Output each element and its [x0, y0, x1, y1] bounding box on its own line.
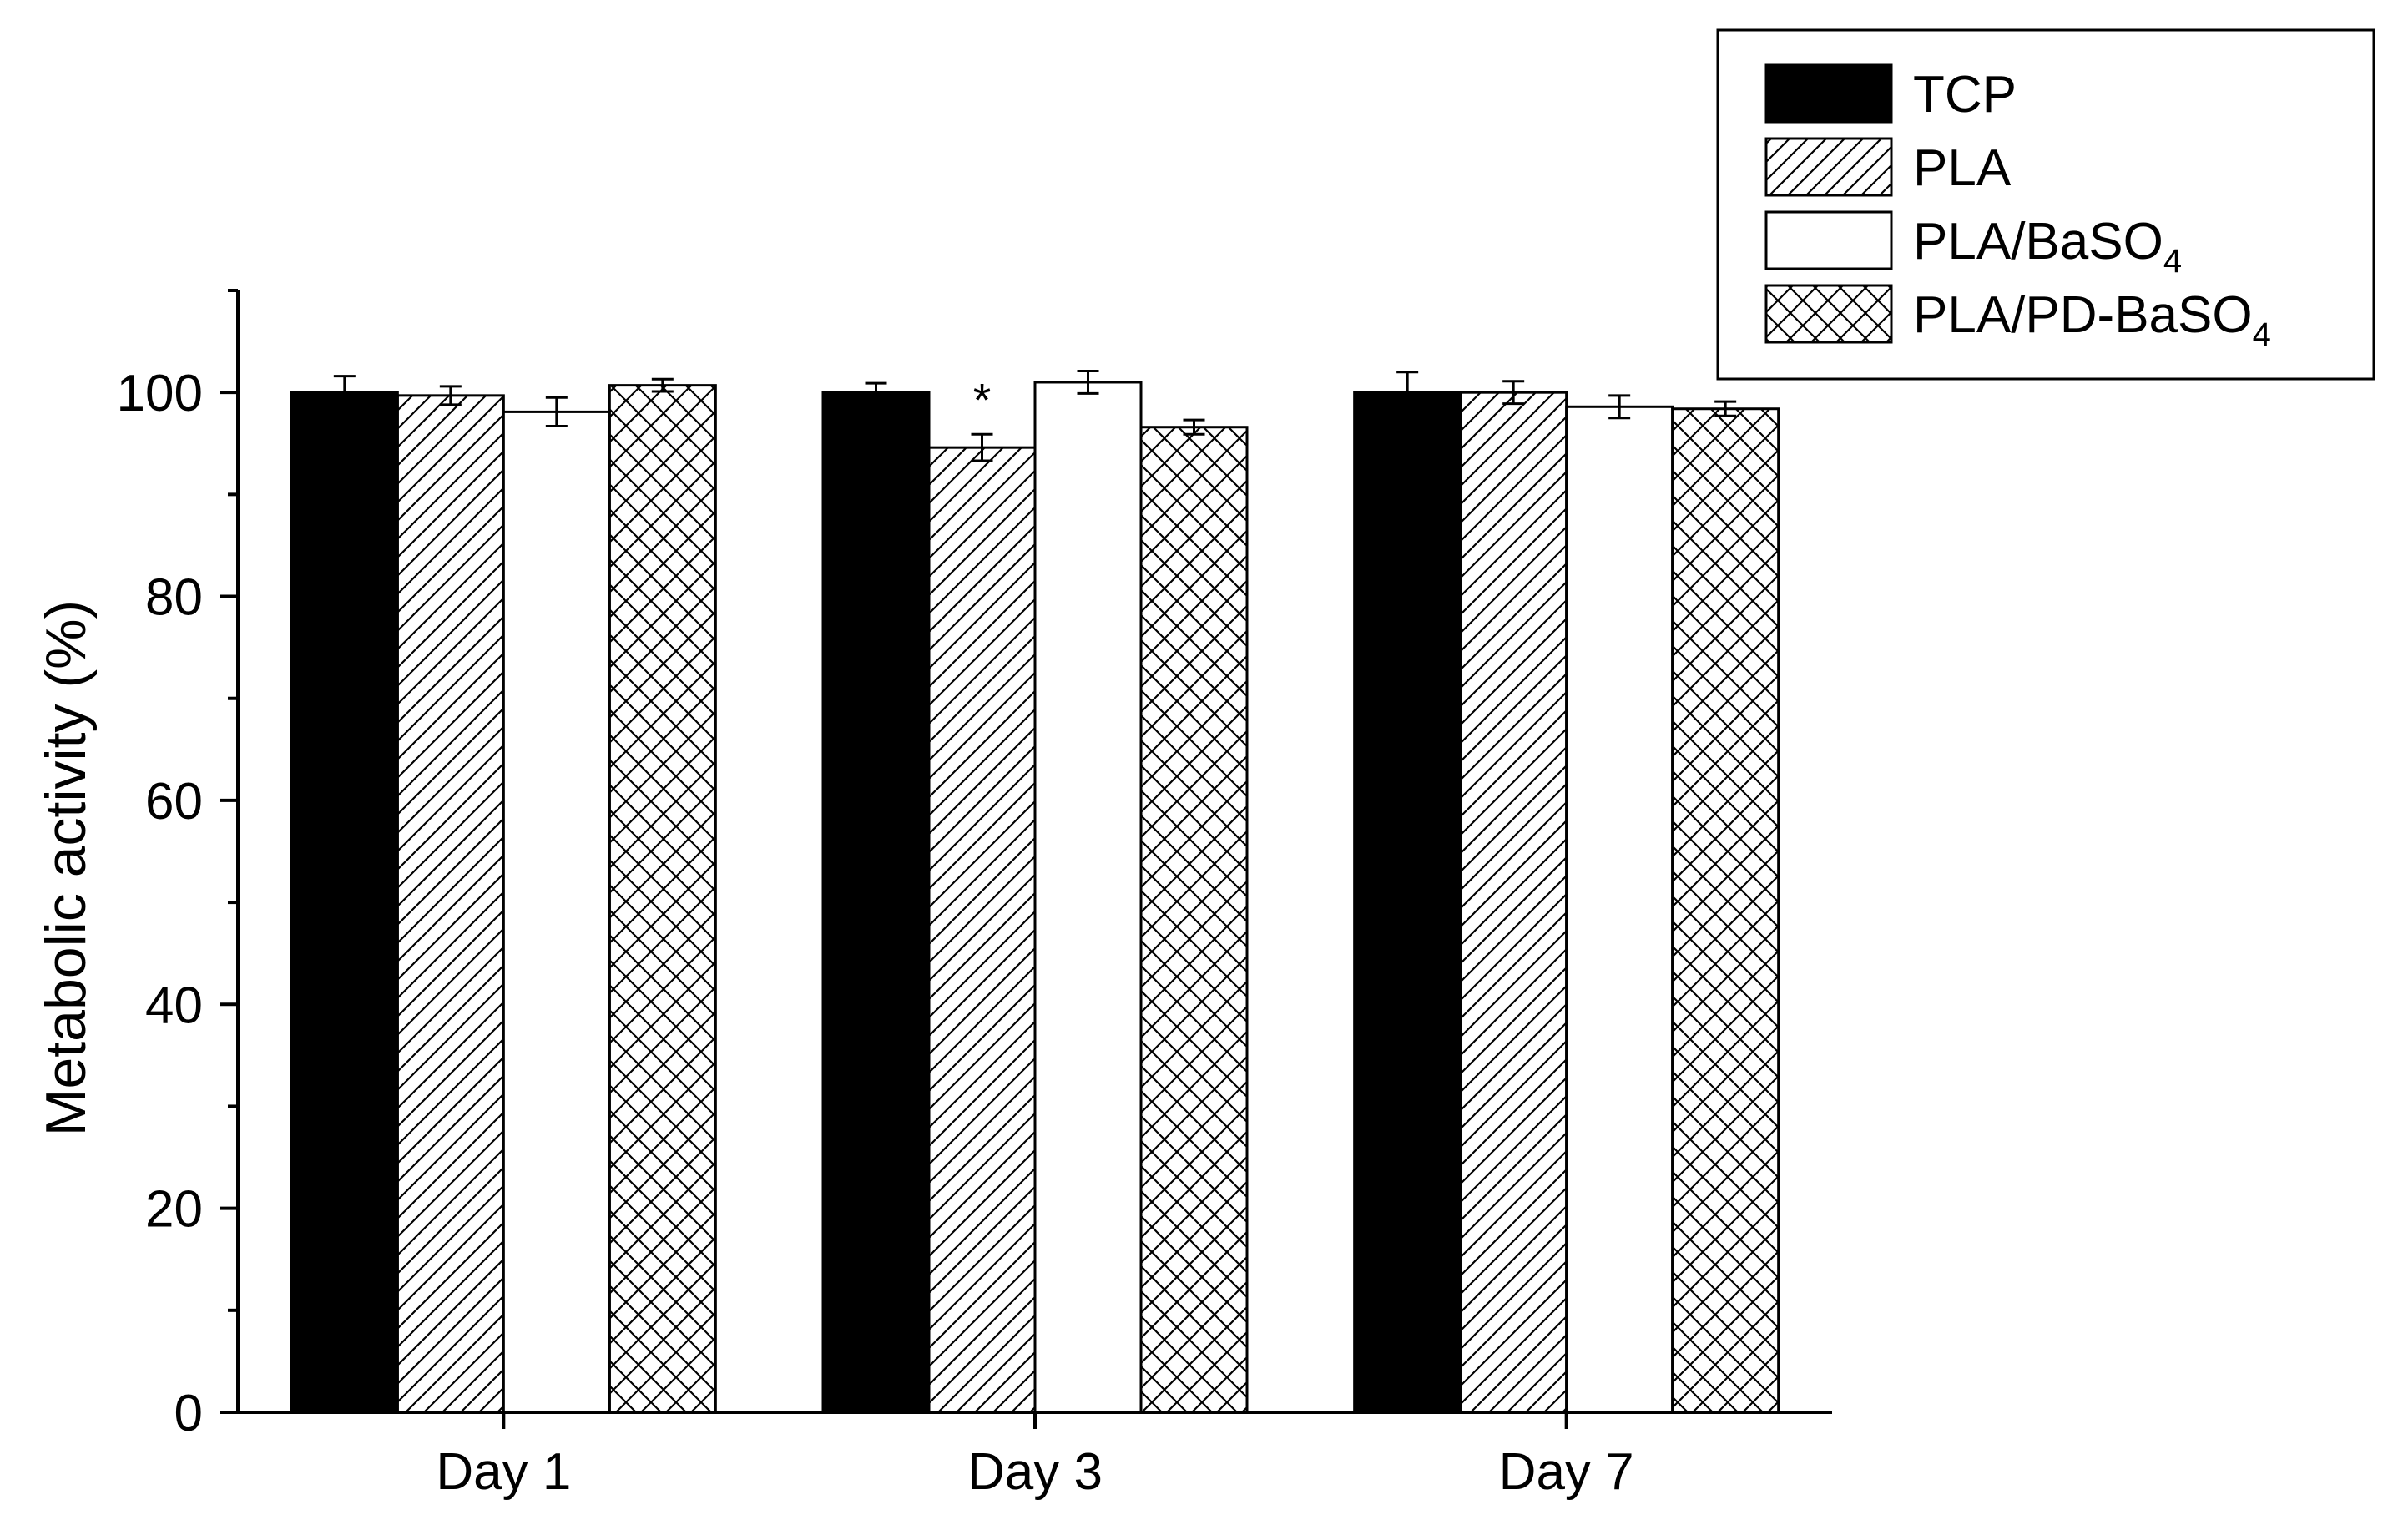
y-axis-label: Metabolic activity (%) — [34, 600, 98, 1136]
error-bar-2-4 — [1183, 418, 1205, 436]
legend-swatch-3 — [1764, 210, 1893, 270]
legend-swatch-2 — [1764, 137, 1893, 197]
x-tick-label-1: Day 1 — [436, 1443, 571, 1501]
y-tick-label-3: 40 — [145, 977, 203, 1034]
legend-swatch-1 — [1764, 63, 1893, 124]
error-bar-1-3 — [545, 396, 568, 428]
bar-1-3 — [502, 410, 611, 1414]
y-tick-label-6: 100 — [117, 365, 203, 422]
error-bar-1-4 — [651, 377, 674, 393]
bar-3-4 — [1671, 407, 1780, 1414]
bar-1-4 — [608, 384, 717, 1414]
error-bar-3-1 — [1396, 371, 1419, 415]
bar-3-2 — [1459, 391, 1568, 1414]
bar-2-3 — [1033, 381, 1143, 1414]
legend-label-2: PLA — [1913, 139, 2012, 197]
error-bar-3-2 — [1502, 380, 1525, 406]
bar-1-1 — [290, 391, 399, 1414]
bar-1-2 — [396, 394, 505, 1414]
error-bar-1-2 — [439, 385, 462, 406]
error-bar-3-4 — [1714, 400, 1737, 417]
y-tick-label-5: 80 — [145, 569, 203, 627]
y-tick-label-2: 20 — [145, 1181, 203, 1239]
bar-2-2 — [927, 446, 1037, 1414]
legend-label-3: PLA/BaSO4 — [1913, 213, 2182, 280]
bar-3-1 — [1353, 391, 1462, 1414]
x-tick-label-3: Day 7 — [1499, 1443, 1634, 1501]
legend-swatch-4 — [1764, 284, 1893, 344]
legend-label-1: TCP — [1913, 66, 2017, 124]
error-bar-3-3 — [1608, 394, 1631, 420]
y-tick-label-1: 0 — [174, 1385, 203, 1442]
legend-label-4: PLA/PD-BaSO4 — [1913, 286, 2271, 353]
bar-2-1 — [821, 391, 931, 1414]
error-bar-2-3 — [1077, 370, 1099, 395]
error-bar-2-1 — [865, 381, 887, 403]
bar-3-3 — [1565, 405, 1674, 1414]
y-tick-label-4: 60 — [145, 773, 203, 831]
bar-2-4 — [1139, 426, 1249, 1414]
error-bar-2-2 — [971, 432, 993, 462]
error-bar-1-1 — [333, 375, 356, 411]
significance-annotation-1: * — [973, 373, 992, 426]
x-tick-label-2: Day 3 — [967, 1443, 1103, 1501]
